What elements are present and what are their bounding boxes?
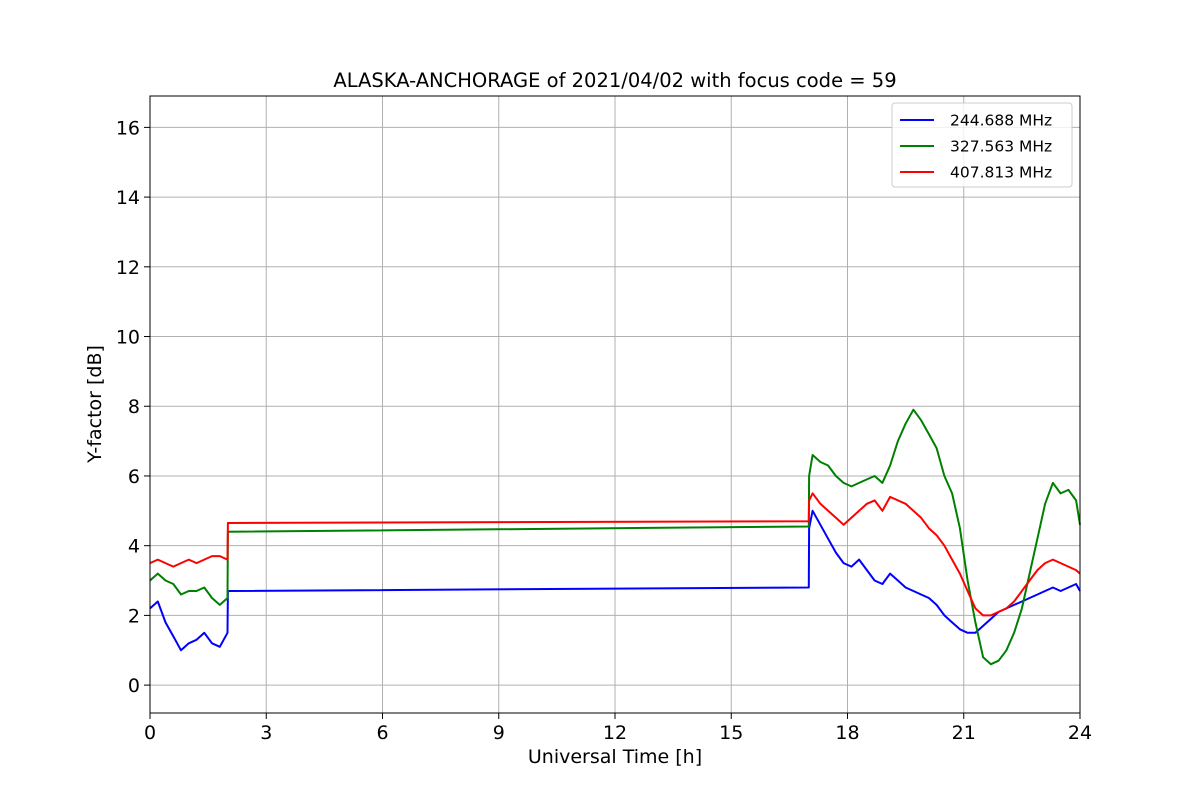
x-tick-label: 21: [952, 722, 976, 744]
x-tick-label: 3: [260, 722, 272, 744]
chart-title: ALASKA-ANCHORAGE of 2021/04/02 with focu…: [333, 69, 896, 92]
x-tick-label: 12: [603, 722, 627, 744]
y-tick-label: 6: [128, 466, 140, 488]
x-tick-label: 24: [1068, 722, 1092, 744]
legend-box: [891, 102, 1073, 188]
y-tick-label: 12: [116, 257, 140, 279]
y-tick-label: 2: [128, 605, 140, 627]
y-tick-label: 16: [116, 117, 140, 139]
x-tick-label: 18: [835, 722, 859, 744]
y-tick-label: 8: [128, 396, 140, 418]
series-line-2: [149, 408, 1081, 666]
x-tick-label: 9: [493, 722, 505, 744]
y-tick-label: 4: [128, 536, 140, 558]
legend-label: 407.813 MHz: [950, 164, 1052, 182]
x-tick-label: 15: [719, 722, 743, 744]
y-tick-label: 14: [116, 187, 140, 209]
series-line-1: [149, 509, 1081, 652]
legend-label: 327.563 MHz: [950, 138, 1052, 156]
legend-label: 244.688 MHz: [950, 112, 1052, 130]
x-axis-label: Universal Time [h]: [528, 746, 702, 768]
y-tick-label: 0: [128, 675, 140, 697]
series-layer: [149, 408, 1081, 666]
series-line-3: [149, 492, 1081, 617]
x-tick-label: 6: [376, 722, 388, 744]
y-axis-label: Y-factor [dB]: [84, 345, 106, 464]
x-tick-label: 0: [144, 722, 156, 744]
y-tick-label: 10: [116, 327, 140, 349]
legend: 244.688 MHz 327.563 MHz 407.813 MHz: [891, 102, 1073, 188]
